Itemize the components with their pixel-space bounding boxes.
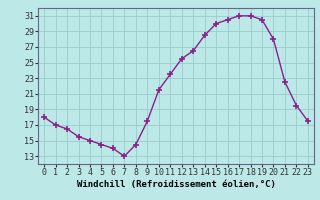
X-axis label: Windchill (Refroidissement éolien,°C): Windchill (Refroidissement éolien,°C) bbox=[76, 180, 276, 189]
